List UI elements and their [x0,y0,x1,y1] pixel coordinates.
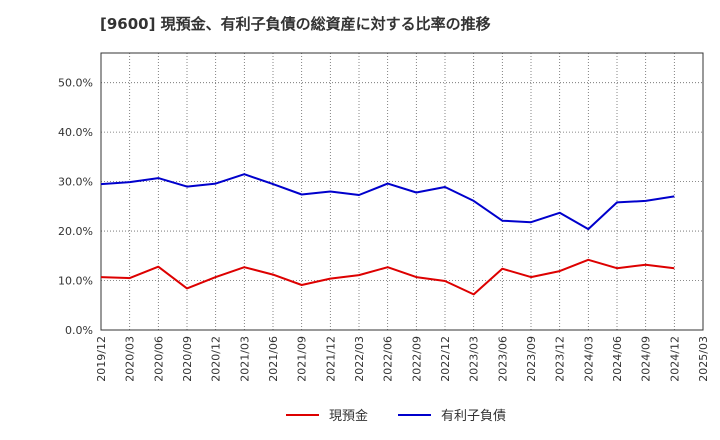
grid-lines [101,53,703,330]
x-tick-label: 2020/03 [124,336,137,382]
x-tick-label: 2020/09 [181,336,194,382]
y-tick-label: 20.0% [58,225,93,238]
x-tick-label: 2021/12 [324,336,337,382]
y-tick-label: 40.0% [58,126,93,139]
legend: 現預金 有利子負債 [286,408,506,424]
x-tick-label: 2023/03 [468,336,481,382]
legend-label: 有利子負債 [441,409,506,424]
series-lines [100,173,675,296]
series-line-現預金 [100,258,675,296]
chart-title: [9600] 現預金、有利子負債の総資産に対する比率の推移 [100,15,491,33]
x-tick-label: 2021/09 [296,336,309,382]
legend-label: 現預金 [329,408,368,424]
x-tick-label: 2022/09 [410,336,423,382]
y-tick-label: 30.0% [58,176,93,189]
x-tick-label: 2020/12 [210,336,223,382]
x-tick-label: 2024/12 [668,336,681,382]
x-tick-label: 2024/06 [611,336,624,382]
y-tick-label: 10.0% [58,275,93,288]
plot-area [100,52,704,331]
x-tick-label: 2021/06 [267,336,280,382]
x-tick-label: 2023/06 [496,336,509,382]
x-tick-label: 2022/12 [439,336,452,382]
y-axis-ticks: 0.0% 10.0% 20.0% 30.0% 40.0% 50.0% [58,77,93,337]
x-tick-label: 2022/03 [353,336,366,382]
x-tick-label: 2023/09 [525,336,538,382]
series-line-有利子負債 [100,173,675,231]
x-tick-label: 2022/06 [382,336,395,382]
x-tick-label: 2025/03 [697,336,710,382]
x-tick-label: 2023/12 [554,336,567,382]
x-tick-label: 2021/03 [238,336,251,382]
x-tick-label: 2019/12 [95,336,108,382]
y-tick-label: 50.0% [58,77,93,90]
x-tick-label: 2024/03 [582,336,595,382]
x-axis-ticks: 2019/12 2020/03 2020/06 2020/09 2020/12 2021/… [95,336,710,382]
x-tick-label: 2024/09 [640,336,653,382]
x-tick-label: 2020/06 [152,336,165,382]
y-tick-label: 0.0% [65,324,93,337]
